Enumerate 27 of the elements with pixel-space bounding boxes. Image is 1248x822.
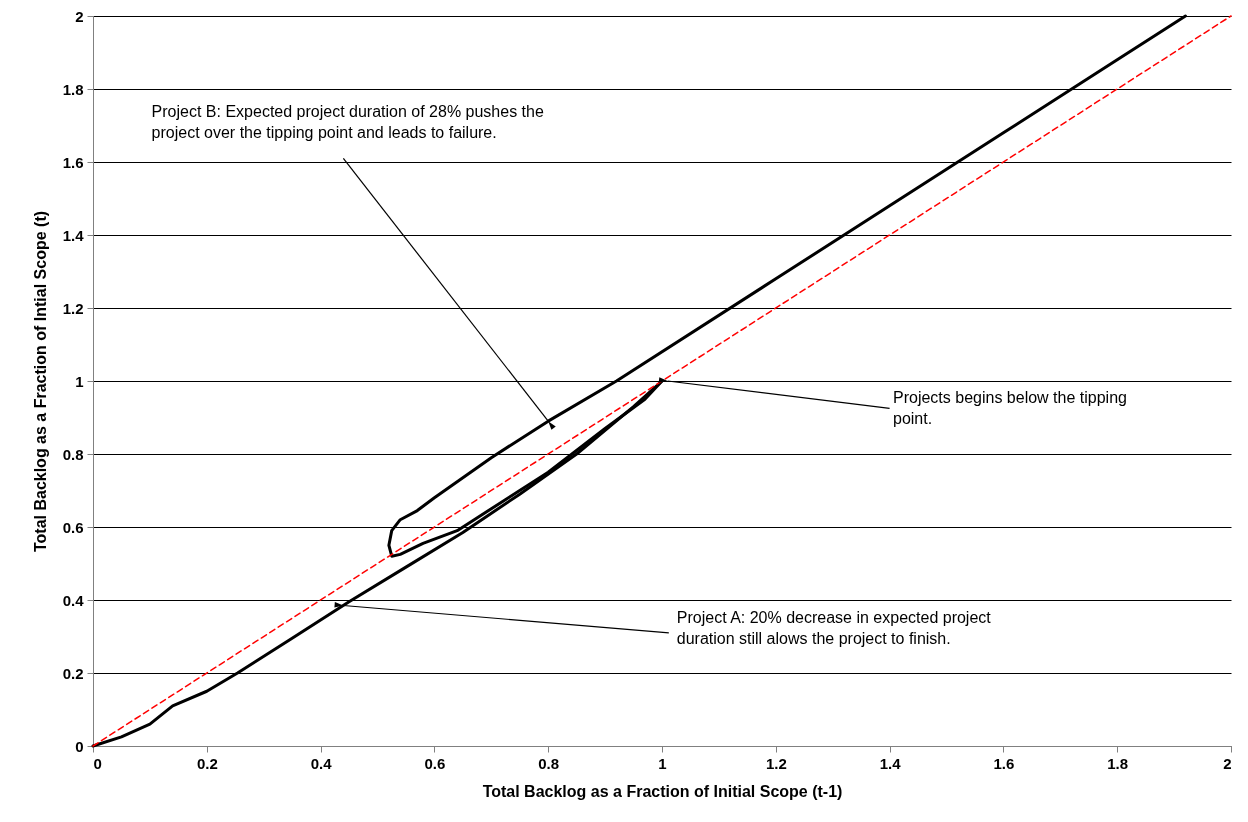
x-tick-label: 1.2	[765, 754, 787, 772]
x-tick-label: 0.2	[196, 754, 218, 772]
x-tick-label: 0	[93, 754, 102, 772]
x-tick-label: 0.6	[424, 754, 446, 772]
y-tick-label: 1	[75, 372, 84, 390]
annotation: Projects begins below the tipping point.	[893, 389, 1127, 428]
y-tick-label: 0.6	[62, 518, 84, 536]
x-axis-title: Total Backlog as a Fraction of Initial Scope (t-1)	[482, 782, 843, 800]
y-tick-label: 0.4	[62, 591, 85, 609]
x-tick-label: 2	[1223, 754, 1232, 772]
y-tick-label: 1.6	[62, 153, 84, 171]
y-tick-label: 1.2	[62, 299, 84, 317]
x-tick-label: 0.8	[538, 754, 560, 772]
y-tick-label: 1.8	[62, 80, 84, 98]
y-tick-label: 1.4	[62, 226, 85, 244]
y-tick-label: 2	[75, 7, 84, 25]
annotation: Project B: Expected project duration of 28% pushes the project over the tipping point and leads to failure.	[151, 102, 544, 141]
y-tick-label: 0.8	[62, 445, 84, 463]
x-tick-label: 1	[658, 754, 667, 772]
x-tick-label: 1.8	[1107, 754, 1129, 772]
x-tick-label: 1.6	[993, 754, 1015, 772]
annotation: Project A: 20% decrease in expected project duration still alows the project to finish.	[676, 608, 992, 647]
y-tick-label: 0.2	[62, 664, 84, 682]
y-axis-title: Total Backlog as a Fraction of Intial Scope (t)	[31, 210, 49, 553]
y-tick-label: 0	[75, 737, 84, 755]
x-tick-label: 0.4	[310, 754, 333, 772]
x-tick-label: 1.4	[879, 754, 902, 772]
